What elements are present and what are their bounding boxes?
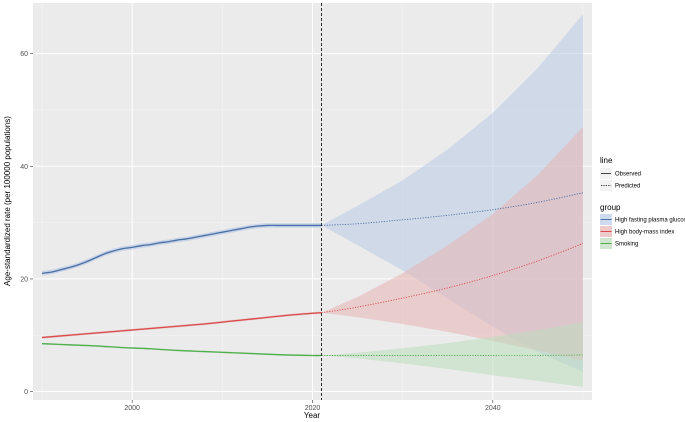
legend-label-high-fasting-plasma-glucose: High fasting plasma glucose — [615, 218, 685, 224]
x-axis: 2000 2020 2040 — [124, 400, 501, 412]
y-tick-label: 0 — [24, 389, 28, 396]
line-predicted-high-body-mass-index — [321, 243, 584, 314]
y-tick-label: 20 — [20, 276, 28, 283]
line-observed-smoking — [41, 343, 322, 357]
x-tick-label: 2020 — [305, 405, 321, 412]
band-predicted-smoking — [321, 322, 583, 388]
band-predicted-high-body-mass-index — [321, 126, 583, 361]
x-tick-label: 2000 — [124, 405, 140, 412]
y-tick-label: 60 — [20, 51, 28, 58]
line-predicted-smoking — [321, 354, 583, 357]
x-tick-label: 2040 — [485, 405, 501, 412]
legend-group-entries: High fasting plasma glucose High body-mas… — [600, 214, 685, 249]
line-observed-high-fasting-plasma-glucose — [41, 224, 322, 274]
y-axis-title: Age-standardized rate (per 100000 popula… — [3, 116, 12, 286]
line-observed-high-body-mass-index — [41, 312, 322, 339]
legend-label-observed: Observed — [615, 172, 641, 178]
legend: line Observed Predicted group High fastin… — [600, 156, 685, 249]
legend-line-title: line — [600, 156, 613, 165]
legend-label-high-body-mass-index: High body-mass index — [615, 230, 674, 236]
x-axis-title: Year — [304, 411, 321, 420]
legend-label-smoking: Smoking — [615, 242, 638, 248]
legend-group-title: group — [600, 203, 621, 212]
legend-label-predicted: Predicted — [615, 184, 640, 190]
y-tick-label: 40 — [20, 164, 28, 171]
series-lines — [41, 192, 584, 357]
legend-line-entries: Observed Predicted — [600, 168, 641, 191]
y-axis: 0 20 40 60 — [20, 51, 33, 396]
